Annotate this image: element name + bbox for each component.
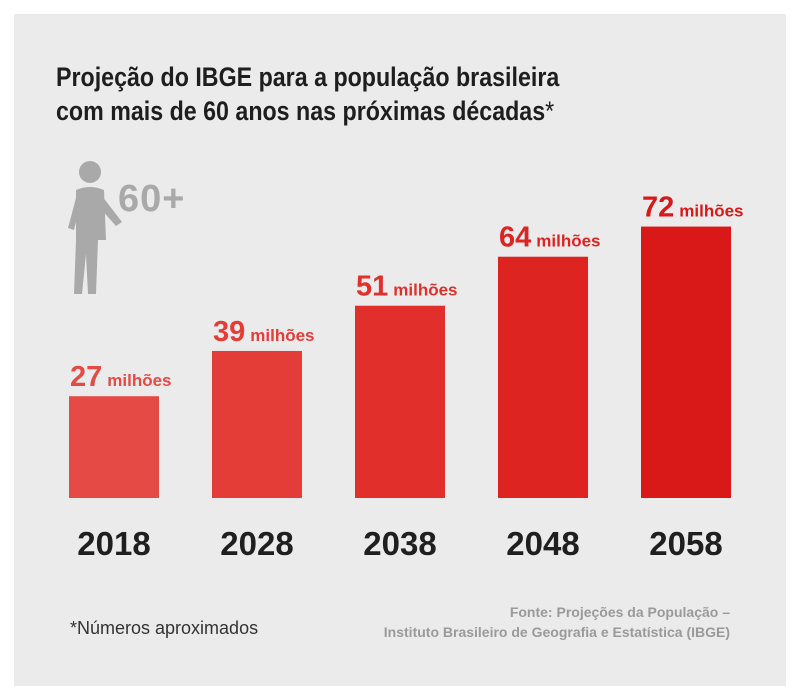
bar-2058: [641, 226, 731, 498]
data-label-2018: 27 milhões: [70, 361, 172, 393]
data-value: 27: [70, 361, 102, 393]
data-label-2028: 39 milhões: [213, 316, 315, 348]
data-unit: milhões: [679, 202, 743, 221]
x-tick-2048: 2048: [506, 525, 579, 562]
elderly-person-icon: [66, 158, 136, 303]
data-value: 72: [642, 192, 674, 224]
data-unit: milhões: [250, 326, 314, 345]
x-tick-2018: 2018: [77, 525, 150, 562]
footnote: *Números aproximados: [70, 618, 259, 638]
bar-2018: [69, 396, 159, 498]
title-line-1: Projeção do IBGE para a população brasil…: [56, 62, 560, 92]
source-credit: Fonte: Projeções da População – Institut…: [384, 602, 730, 642]
x-tick-2028: 2028: [220, 525, 293, 562]
data-unit: milhões: [107, 371, 171, 390]
source-line-1: Fonte: Projeções da População –: [509, 604, 730, 620]
data-value: 64: [499, 222, 531, 254]
x-tick-2058: 2058: [649, 525, 722, 562]
title-asterisk: *: [545, 96, 555, 126]
bar-2048: [498, 256, 588, 498]
source-line-2: Instituto Brasileiro de Geografia e Esta…: [383, 624, 730, 640]
bar-2028: [212, 350, 302, 498]
data-unit: milhões: [393, 281, 457, 300]
age-60-plus-label: 60+: [118, 178, 186, 220]
data-unit: milhões: [536, 232, 600, 251]
data-label-2048: 64 milhões: [499, 222, 601, 254]
data-value: 51: [356, 271, 388, 303]
x-tick-2038: 2038: [363, 525, 436, 562]
data-value: 39: [213, 316, 245, 348]
chart-title: Projeção do IBGE para a população brasil…: [56, 60, 641, 128]
bar-2038: [355, 305, 445, 498]
data-label-2058: 72 milhões: [642, 192, 744, 224]
data-label-2038: 51 milhões: [356, 271, 458, 303]
title-line-2: com mais de 60 anos nas próximas décadas: [56, 96, 546, 126]
